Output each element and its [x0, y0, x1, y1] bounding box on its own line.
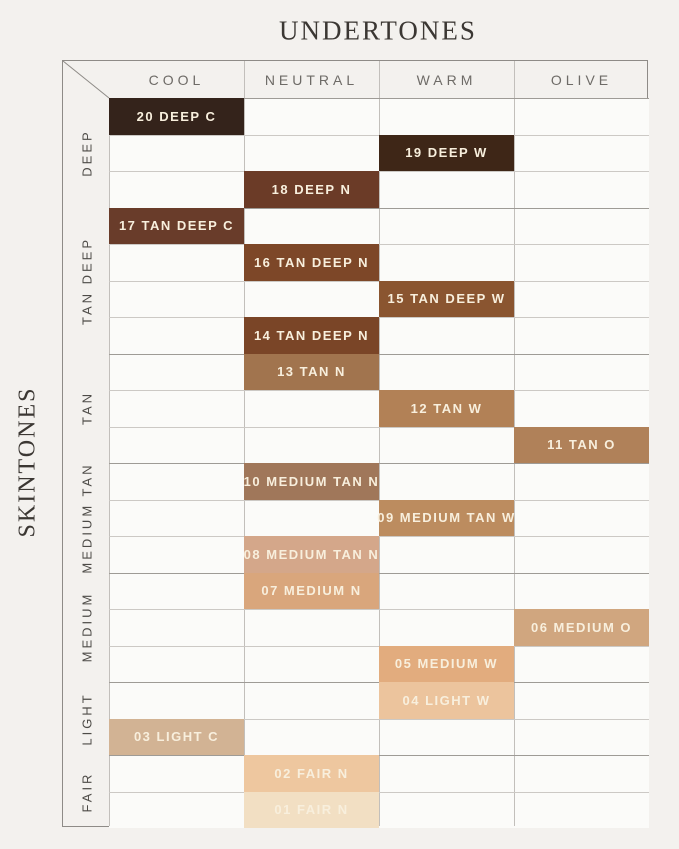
column-header-warm: WARM — [416, 72, 477, 88]
shade-label: 14 TAN DEEP N — [253, 327, 370, 343]
shade-label: 06 MEDIUM O — [530, 619, 632, 635]
shade-label: 13 TAN N — [277, 364, 346, 380]
shade-label: 10 MEDIUM TAN N — [243, 473, 380, 489]
shade-cell-16-tan-deep-n: 16 TAN DEEP N — [244, 244, 379, 281]
row-divider-line — [109, 609, 649, 610]
shade-cell-02-fair-n: 02 FAIR N — [244, 755, 379, 792]
shade-cell-01-fair-n: 01 FAIR N — [244, 791, 379, 828]
skintone-group-label-tan: TAN — [79, 391, 95, 426]
shade-cell-14-tan-deep-n: 14 TAN DEEP N — [244, 317, 379, 354]
shade-cell-15-tan-deep-w: 15 TAN DEEP W — [379, 280, 514, 317]
skintone-group-divider-line — [109, 755, 649, 756]
shade-matrix-table: COOL NEUTRAL WARM OLIVE DEEP TAN DEEP TAN MEDI… — [62, 60, 649, 828]
shade-cell-18-deep-n: 18 DEEP N — [244, 171, 379, 208]
shade-cell-09-medium-tan-w: 09 MEDIUM TAN W — [377, 499, 516, 536]
shade-cell-10-medium-tan-n: 10 MEDIUM TAN N — [244, 463, 379, 500]
shade-cell-20-deep-c: 20 DEEP C — [109, 98, 244, 135]
skintone-group-label-tan-deep: TAN DEEP — [79, 236, 95, 325]
shade-label: 19 DEEP W — [405, 145, 488, 161]
skintone-group-label-medium: MEDIUM — [79, 591, 95, 663]
shade-label: 01 FAIR N — [274, 802, 349, 818]
skintone-group-divider-line — [109, 353, 649, 355]
column-header-cool: COOL — [148, 72, 205, 88]
row-label-divider-line — [109, 98, 110, 826]
row-divider-line — [109, 791, 649, 793]
row-divider-line — [109, 171, 649, 172]
corner-diagonal-line — [62, 60, 110, 99]
row-divider-line — [109, 536, 649, 537]
shade-label: 17 TAN DEEP C — [118, 218, 235, 234]
shade-label: 12 TAN W — [410, 400, 483, 416]
shade-label: 05 MEDIUM W — [394, 656, 499, 672]
row-divider-line — [109, 244, 649, 245]
skintone-group-divider-line — [109, 572, 649, 574]
shade-cell-03-light-c: 03 LIGHT C — [109, 718, 244, 755]
column-divider-line — [379, 61, 380, 826]
shade-cell-06-medium-o: 06 MEDIUM O — [514, 609, 649, 646]
column-divider-line — [244, 61, 245, 826]
shade-label: 20 DEEP C — [136, 108, 217, 124]
shade-label: 07 MEDIUM N — [261, 583, 362, 599]
shade-label: 08 MEDIUM TAN N — [243, 546, 380, 562]
shade-cell-13-tan-n: 13 TAN N — [244, 353, 379, 390]
skintone-group-divider-line — [109, 463, 649, 464]
row-divider-line — [109, 317, 649, 318]
shade-cell-04-light-w: 04 LIGHT W — [379, 682, 514, 719]
skintone-group-label-deep: DEEP — [79, 129, 95, 177]
shade-cell-11-tan-o: 11 TAN O — [514, 426, 649, 463]
shade-label: 16 TAN DEEP N — [253, 254, 370, 270]
skintone-group-label-fair: FAIR — [79, 771, 95, 812]
shade-cell-05-medium-w: 05 MEDIUM W — [379, 645, 514, 682]
shade-cell-08-medium-tan-n: 08 MEDIUM TAN N — [244, 536, 379, 573]
skintones-axis-title: SKINTONES — [14, 386, 41, 538]
shade-label: 04 LIGHT W — [402, 692, 491, 708]
skintone-group-label-medium-tan: MEDIUM TAN — [79, 462, 95, 574]
header-divider-line — [109, 98, 649, 99]
shade-label: 03 LIGHT C — [133, 729, 220, 745]
row-divider-line — [109, 426, 649, 428]
shade-label: 11 TAN O — [547, 437, 616, 453]
shade-label: 02 FAIR N — [274, 765, 349, 781]
shade-label: 15 TAN DEEP W — [387, 291, 506, 307]
column-header-neutral: NEUTRAL — [264, 72, 359, 88]
shade-label: 18 DEEP N — [271, 181, 352, 197]
shade-cell-12-tan-w: 12 TAN W — [379, 390, 514, 427]
shade-cell-17-tan-deep-c: 17 TAN DEEP C — [109, 207, 244, 244]
shade-label: 09 MEDIUM TAN W — [377, 510, 516, 526]
skintone-group-divider-line — [109, 207, 649, 209]
column-header-olive: OLIVE — [550, 72, 613, 88]
row-divider-line — [109, 718, 649, 720]
shade-cell-07-medium-n: 07 MEDIUM N — [244, 572, 379, 609]
skintone-group-label-light: LIGHT — [79, 691, 95, 746]
undertones-axis-title: UNDERTONES — [279, 15, 477, 46]
shade-cell-19-deep-w: 19 DEEP W — [379, 134, 514, 171]
